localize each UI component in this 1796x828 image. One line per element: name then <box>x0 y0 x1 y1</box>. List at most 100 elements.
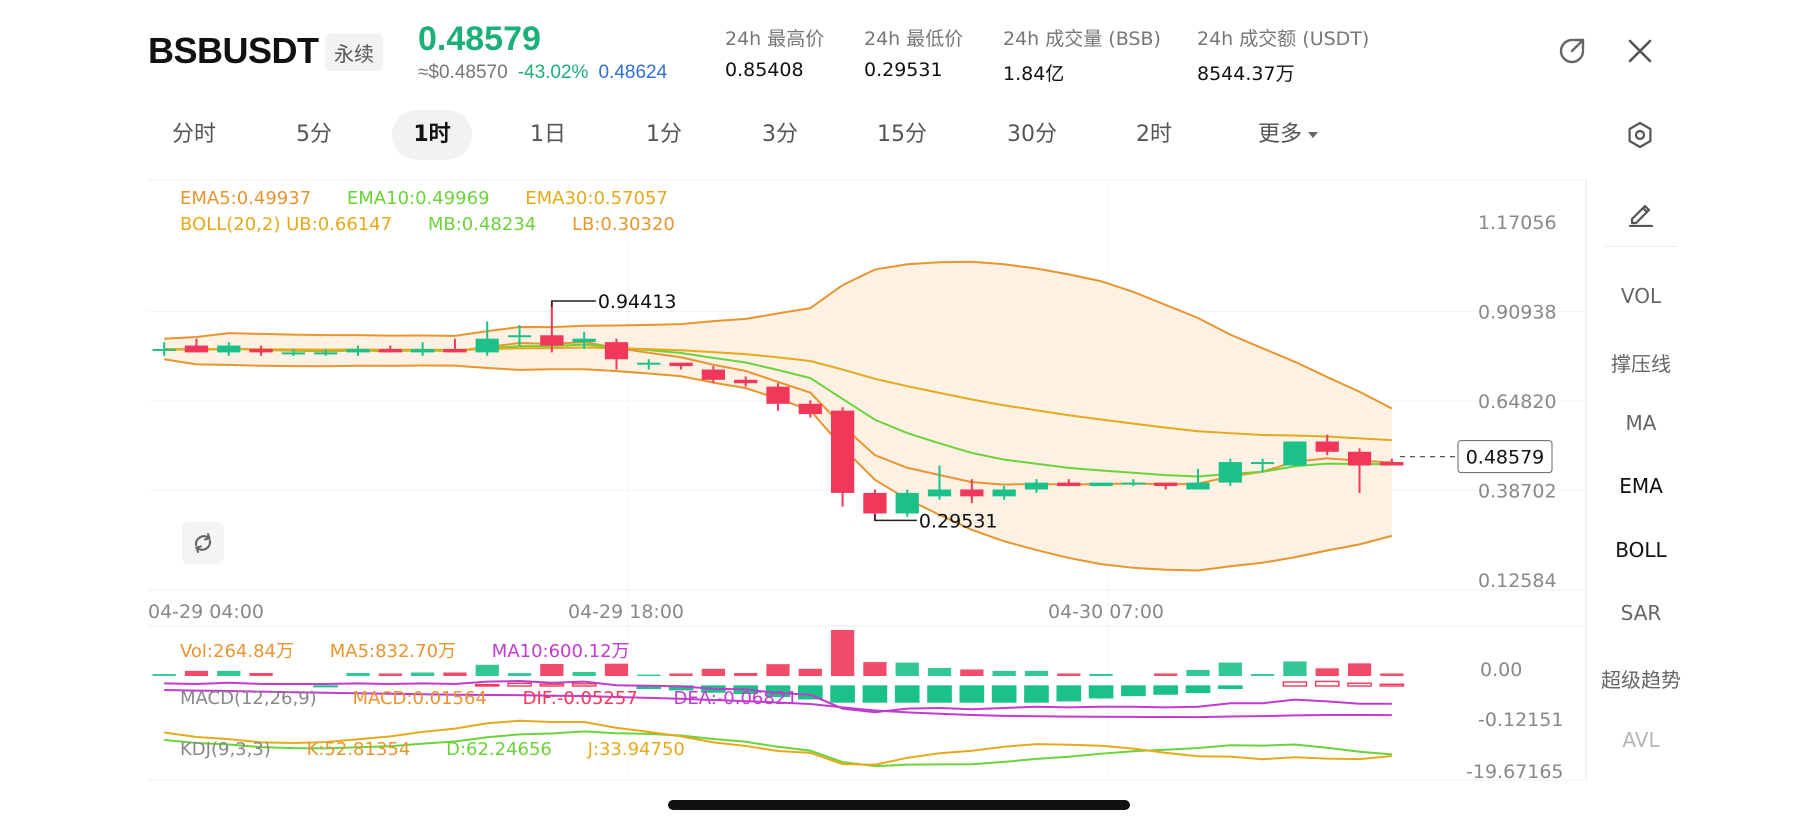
tab-interval[interactable]: 15分 <box>877 122 927 147</box>
change-percent: -43.02% <box>517 62 589 83</box>
candle-up <box>1283 441 1307 466</box>
indicator-ma[interactable]: MA <box>1625 411 1657 435</box>
volume-bar <box>346 672 370 676</box>
macd-bar <box>539 683 565 687</box>
candle-down <box>830 410 855 493</box>
volume-bar <box>1250 674 1275 676</box>
tab-interval[interactable]: 2时 <box>1136 122 1172 147</box>
volume-bar <box>443 672 467 676</box>
vol-legend: Vol:264.84万 MA5:832.70万 MA10:600.12万 <box>180 637 660 663</box>
macd-bar <box>1088 685 1114 699</box>
draw-tool-button[interactable] <box>1621 192 1661 232</box>
share-button[interactable] <box>1552 31 1592 71</box>
tab-interval[interactable]: 30分 <box>1007 122 1057 147</box>
chart-toggle-button[interactable] <box>182 522 224 564</box>
candle-down <box>1057 482 1081 487</box>
candle-down <box>960 489 984 497</box>
legend-vol: Vol:264.84万 <box>180 641 294 662</box>
indicator-supertrend[interactable]: 超级趋势 <box>1601 668 1681 692</box>
tab-interval[interactable]: 分时 <box>171 122 216 147</box>
indicator-boll[interactable]: BOLL <box>1615 538 1667 562</box>
legend-vol-ma10: MA10:600.12万 <box>491 641 630 662</box>
tab-interval[interactable]: 1分 <box>646 122 682 147</box>
candle-up <box>992 489 1016 497</box>
boll-upper-line <box>164 260 1393 410</box>
macd-bar <box>1056 685 1082 702</box>
volume-bar <box>540 664 564 676</box>
candle-down <box>604 342 629 360</box>
legend-ema30: EMA30:0.57057 <box>525 188 668 209</box>
legend-kdj-params: KDJ(9,3,3) <box>180 739 271 760</box>
macd-bar <box>1282 681 1308 687</box>
volume-bar <box>1347 663 1372 676</box>
x-axis-tick-label: 04-29 18:00 <box>568 601 684 623</box>
candle-up <box>1218 462 1242 483</box>
tab-interval[interactable]: 3分 <box>762 122 798 147</box>
volume-bar <box>378 673 402 676</box>
candle-down <box>669 362 693 367</box>
macd-bar <box>1121 685 1146 697</box>
candle-down <box>1380 462 1404 466</box>
hexagon-settings-icon <box>1628 121 1652 149</box>
chart-settings-button[interactable] <box>1620 115 1660 155</box>
y-axis-tick-label: 1.17056 <box>1478 212 1557 234</box>
boll-legend: BOLL(20,2) UB:0.66147 MB:0.48234 LB:0.30… <box>180 214 705 235</box>
candle-up <box>637 362 661 365</box>
stat-value: 0.29531 <box>864 59 943 81</box>
volume-bar <box>830 630 855 676</box>
y-axis-tick-label: 0.90938 <box>1478 302 1557 324</box>
candle-down <box>798 403 822 415</box>
indicator-avl[interactable]: AVL <box>1622 728 1660 752</box>
volume-bar <box>798 668 822 676</box>
macd-bar <box>862 685 888 703</box>
kdj-d-line <box>164 730 1392 768</box>
indicator-sar[interactable]: SAR <box>1620 601 1662 625</box>
volume-bar <box>410 672 435 676</box>
volume-bar <box>992 670 1016 676</box>
stat-label: 24h 成交额 (USDT) <box>1197 28 1370 50</box>
legend-boll-mb: MB:0.48234 <box>427 214 537 235</box>
macd-bar <box>1024 685 1049 703</box>
legend-kdj-k: K:52.81354 <box>306 739 411 760</box>
macd-bar <box>797 685 823 700</box>
tab-interval-active[interactable]: 1时 <box>392 110 472 160</box>
y-axis-tick-label: 0.12584 <box>1478 570 1557 592</box>
indicator-side-panel: VOL 撑压线 MA EMA BOLL SAR 超级趋势 AVL <box>1586 178 1694 780</box>
volume-bar <box>1380 673 1404 676</box>
kdj-legend: KDJ(9,3,3) K:52.81354 D:62.24656 J:33.94… <box>180 739 715 760</box>
volume-bar <box>701 668 726 676</box>
legend-boll-ub: BOLL(20,2) UB:0.66147 <box>180 214 393 235</box>
candle-down <box>1347 451 1372 466</box>
candle-down <box>766 386 790 404</box>
candle-down <box>378 348 402 353</box>
stat-24h-turnover: 24h 成交额 (USDT) 8544.37万 <box>1197 24 1369 86</box>
indicator-vol[interactable]: VOL <box>1620 284 1662 308</box>
volume-bar <box>1186 669 1210 676</box>
home-indicator <box>668 800 1130 810</box>
volume-bar <box>249 672 273 676</box>
close-button[interactable] <box>1620 31 1660 71</box>
volume-bar <box>637 674 661 676</box>
candle-up <box>895 492 919 514</box>
candle-up <box>1089 482 1113 487</box>
legend-vol-ma5: MA5:832.70万 <box>329 641 457 662</box>
candle-up <box>1121 482 1146 485</box>
indicator-support-resistance[interactable]: 撑压线 <box>1611 352 1671 376</box>
more-intervals-dropdown[interactable]: 更多 <box>1240 110 1336 160</box>
legend-kdj-d: D:62.24656 <box>446 739 552 760</box>
volume-bar <box>1315 668 1339 676</box>
indicator-ema[interactable]: EMA <box>1619 474 1663 498</box>
usd-price: ≈$0.48570 <box>418 62 508 83</box>
legend-dea: DEA:-0.06821 <box>673 688 798 709</box>
volume-bar <box>734 672 758 676</box>
y-axis-tick-label: 0.64820 <box>1478 391 1557 413</box>
candle-down <box>249 348 273 353</box>
tab-interval[interactable]: 1日 <box>530 122 566 147</box>
candle-up <box>475 338 499 353</box>
tab-interval[interactable]: 5分 <box>296 122 332 147</box>
close-icon <box>1628 39 1652 63</box>
candle-down <box>184 345 209 353</box>
macd-bar <box>474 683 500 687</box>
volume-bar <box>184 670 209 676</box>
